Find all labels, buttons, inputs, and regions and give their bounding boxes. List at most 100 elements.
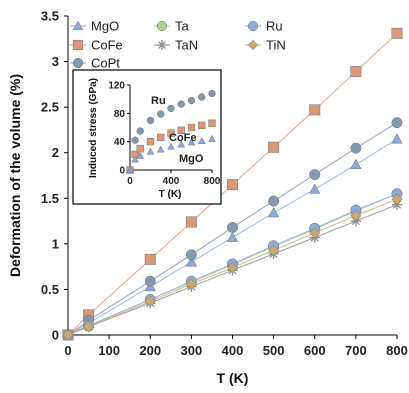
inset-data-point-mgo [187, 138, 196, 146]
data-point-cofe [268, 141, 280, 153]
inset-data-point-mgo [126, 166, 134, 173]
legend-label: MgO [91, 19, 119, 34]
inset-data-point-mgo [167, 142, 175, 150]
y-tick-label: 2.5 [41, 100, 59, 115]
legend-item-tin: TiN [245, 38, 286, 53]
legend-label: TiN [266, 38, 286, 53]
data-point-tin [268, 244, 280, 256]
inset-data-point-cofe [198, 121, 206, 130]
inset-x-tick-label: 800 [204, 176, 221, 187]
inset-data-point-cofe [208, 119, 216, 127]
data-point-tin [226, 262, 239, 274]
legend-marker [156, 20, 168, 32]
inset-data-point-ru [187, 96, 196, 105]
x-tick-label: 400 [222, 343, 244, 358]
x-tick-label: 200 [139, 343, 161, 358]
inset-data-point-ru [157, 110, 165, 118]
y-tick-label: 3 [52, 54, 59, 69]
legend-label: CoPt [91, 56, 120, 71]
x-axis-title: T (K) [217, 370, 249, 386]
y-tick-label: 1 [52, 236, 59, 251]
y-tick-label: 0 [52, 328, 59, 343]
inset-data-point-ru [146, 116, 155, 125]
legend-marker [72, 20, 84, 31]
data-point-copt [309, 169, 321, 181]
x-tick-label: 700 [345, 343, 367, 358]
inset-data-point-mgo [146, 147, 155, 155]
inset-y-tick-label: 0 [119, 166, 125, 177]
inset-x-tick-label: 0 [127, 176, 133, 187]
inset-data-point-cofe [157, 133, 165, 142]
inset-label-mgo: MgO [179, 153, 204, 165]
inset-data-point-cofe [167, 129, 175, 137]
y-tick-label: 1.5 [41, 191, 59, 206]
main-axes: 00.511.522.533.50 100 200 300 400 500 600 700 80… [41, 9, 408, 359]
inset-data-point-cofe [146, 138, 155, 146]
inset-y-axis-title: Induced stress (GPa) [88, 78, 99, 178]
data-point-tin [62, 329, 74, 341]
inset-label-cofe: CoFe [169, 132, 197, 144]
data-point-tin [83, 321, 95, 333]
inset-label-ru: Ru [151, 95, 166, 107]
inset-data-point-cofe [177, 126, 185, 134]
legend: MgO Ta Ru CoFe TaN TiN CoPt [70, 19, 286, 71]
y-tick-label: 0.5 [41, 282, 59, 297]
x-tick-label: 800 [386, 343, 408, 358]
inset-y-tick-label: 40 [114, 137, 126, 148]
data-point-tin [185, 278, 197, 290]
y-tick-label: 2 [52, 145, 59, 160]
data-point-copt [268, 195, 280, 207]
legend-marker [247, 20, 259, 32]
inset-data-point-mgo [208, 134, 216, 142]
legend-marker [247, 39, 259, 51]
data-point-cofe [227, 179, 238, 191]
data-point-cofe [391, 27, 403, 39]
legend-label: TaN [175, 38, 198, 53]
legend-item-mgo: MgO [70, 19, 119, 34]
data-point-copt [227, 222, 238, 233]
legend-marker [157, 40, 167, 50]
data-point-tin [350, 210, 362, 222]
x-tick-label: 500 [263, 343, 285, 358]
data-point-mgo [391, 133, 403, 144]
x-tick-label: 600 [304, 343, 326, 358]
inset-data-point-ru [208, 89, 216, 98]
inset-data-point-ru [177, 100, 185, 108]
inset-y-tick-label: 120 [108, 81, 125, 92]
data-point-mgo [309, 183, 321, 194]
inset-data-point-mgo [197, 137, 206, 144]
data-point-tin [391, 193, 403, 205]
legend-marker [72, 39, 84, 51]
inset-data-point-ru [198, 93, 206, 101]
inset-y-tick-label: 80 [114, 109, 126, 120]
inset-data-point-cofe [136, 145, 144, 153]
legend-label: Ta [175, 19, 190, 34]
legend-item-copt: CoPt [70, 56, 120, 71]
legend-marker [72, 57, 84, 69]
inset-data-point-ru [136, 127, 144, 135]
data-point-cofe [350, 66, 362, 78]
inset-x-tick-label: 400 [163, 176, 180, 187]
inset-x-axis-title: T (K) [159, 189, 182, 200]
x-tick-label: 300 [181, 343, 203, 358]
inset-data-point-mgo [177, 140, 186, 148]
inset-axes: 0 40 80 120 0 400 800 [108, 81, 220, 188]
data-point-cofe [144, 253, 156, 265]
inset-series-mgo [126, 134, 216, 173]
data-point-tin [144, 295, 156, 307]
legend-item-cofe: CoFe [70, 38, 123, 53]
data-point-copt [350, 142, 362, 154]
data-point-copt [391, 117, 403, 129]
legend-label: CoFe [91, 38, 123, 53]
data-point-copt [144, 275, 156, 287]
inset-data-point-ru [167, 104, 175, 113]
inset-data-point-cofe [187, 123, 196, 132]
y-axis-title: Deformation of the volume (%) [7, 74, 23, 277]
inset-data-point-mgo [156, 145, 165, 153]
inset-data-point-ru [131, 136, 139, 144]
data-point-mgo [226, 231, 239, 242]
x-tick-label: 100 [98, 343, 120, 358]
inset-data-point-mgo [136, 151, 145, 159]
